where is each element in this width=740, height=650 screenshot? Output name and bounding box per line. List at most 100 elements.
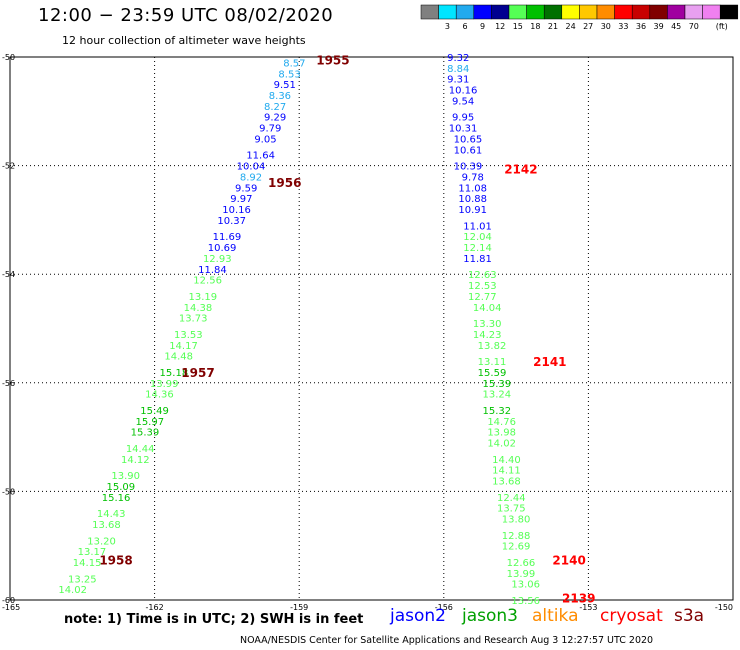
data-point-cryosat: 11.01: [463, 221, 492, 232]
x-tick-label: -162: [146, 603, 164, 612]
data-point-s3a: 9.51: [274, 80, 296, 91]
data-point-cryosat: 13.75: [497, 504, 526, 515]
legend-bin-label: 27: [583, 22, 593, 31]
data-point-s3a: 10.04: [237, 162, 266, 173]
time-annotation: 2140: [552, 553, 585, 567]
legend-bin-label: 33: [618, 22, 628, 31]
data-point-cryosat: 12.44: [497, 493, 526, 504]
data-point-cryosat: 10.16: [449, 86, 478, 97]
chart-subtitle: 12 hour collection of altimeter wave hei…: [62, 34, 306, 47]
data-point-cryosat: 10.61: [454, 145, 483, 156]
y-tick-label: -52: [2, 162, 15, 171]
data-point-s3a: 13.20: [87, 536, 116, 547]
data-point-cryosat: 13.30: [473, 319, 502, 330]
data-point-s3a: 14.43: [97, 509, 126, 520]
data-point-s3a: 12.56: [193, 276, 222, 287]
time-annotation: 2142: [504, 162, 537, 176]
data-point-s3a: 15.39: [131, 428, 160, 439]
data-point-cryosat: 12.04: [463, 232, 492, 243]
data-point-s3a: 14.44: [126, 444, 155, 455]
legend-swatch: [579, 4, 598, 20]
data-point-s3a: 9.29: [264, 113, 286, 124]
data-point-s3a: 15.18: [160, 368, 189, 379]
data-point-cryosat: 13.82: [478, 341, 507, 352]
data-point-s3a: 9.97: [230, 194, 252, 205]
legend-swatch: [543, 4, 563, 20]
data-point-s3a: 13.17: [78, 547, 107, 558]
data-point-cryosat: 9.54: [452, 96, 474, 107]
data-point-s3a: 13.53: [174, 330, 203, 341]
time-annotation: 1956: [268, 176, 301, 190]
data-point-s3a: 14.15: [73, 558, 102, 569]
data-point-cryosat: 14.23: [473, 330, 502, 341]
legend-bin-label: 3: [445, 22, 450, 31]
legend-bin-label: 12: [495, 22, 505, 31]
x-tick-label: -153: [579, 603, 597, 612]
legend-bin-label: 24: [566, 22, 576, 31]
time-annotation: 1957: [181, 366, 214, 380]
data-point-s3a: 11.64: [246, 151, 275, 162]
data-point-cryosat: 13.99: [507, 569, 536, 580]
data-point-cryosat: 15.39: [482, 379, 511, 390]
legend-swatch: [684, 4, 703, 20]
x-tick-label: -156: [435, 603, 453, 612]
y-tick-label: -56: [2, 379, 15, 388]
time-annotation: 2139: [562, 591, 595, 605]
data-point-cryosat: 14.04: [473, 303, 502, 314]
data-point-cryosat: 10.39: [454, 162, 483, 173]
data-point-s3a: 8.27: [264, 102, 286, 113]
legend-swatch: [614, 4, 633, 20]
data-point-cryosat: 10.91: [458, 205, 487, 216]
legend-sat-cryosat: cryosat: [600, 606, 663, 626]
legend-sat-altika: altika: [532, 606, 579, 626]
data-point-cryosat: 12.14: [463, 243, 492, 254]
data-point-cryosat: 11.81: [463, 254, 492, 265]
footer-credit: NOAA/NESDIS Center for Satellite Applica…: [240, 635, 654, 646]
x-tick-label: -165: [2, 603, 20, 612]
x-tick-label: -159: [290, 603, 308, 612]
time-annotation: 1955: [316, 54, 349, 68]
data-point-cryosat: 10.65: [454, 134, 483, 145]
data-point-cryosat: 9.95: [452, 113, 474, 124]
plot-frame: [9, 56, 734, 601]
y-tick-label: -58: [2, 487, 15, 496]
y-tick-label: -60: [2, 596, 15, 605]
legend-swatch: [649, 4, 668, 20]
data-point-cryosat: 9.32: [447, 53, 469, 64]
legend-bin-label: 15: [513, 22, 523, 31]
data-point-s3a: 8.53: [278, 69, 300, 80]
legend-bin-label: 9: [480, 22, 485, 31]
time-annotation: 2141: [533, 355, 566, 369]
legend-unit-label: (ft): [716, 22, 728, 31]
y-tick-label: -54: [2, 270, 15, 279]
data-point-cryosat: 12.63: [468, 270, 497, 281]
data-point-s3a: 10.16: [222, 205, 251, 216]
legend-bin-label: 39: [654, 22, 664, 31]
data-point-cryosat: 13.06: [511, 580, 540, 591]
legend-swatch: [455, 4, 475, 20]
data-point-s3a: 9.79: [259, 124, 281, 135]
legend-bin-label: 21: [548, 22, 558, 31]
legend-swatch: [420, 4, 439, 20]
data-point-s3a: 10.69: [208, 243, 237, 254]
data-point-cryosat: 14.40: [492, 455, 521, 466]
legend-bin-label: 30: [601, 22, 611, 31]
data-point-s3a: 14.17: [169, 341, 198, 352]
data-point-cryosat: 12.69: [502, 542, 531, 553]
legend-swatch: [702, 4, 721, 20]
legend-swatch: [526, 4, 545, 20]
data-point-s3a: 12.93: [203, 254, 232, 265]
data-point-cryosat: 12.66: [507, 558, 536, 569]
data-point-cryosat: 8.84: [447, 64, 469, 75]
legend-sat-jason2: jason2: [390, 606, 446, 626]
data-point-s3a: 15.97: [135, 417, 164, 428]
data-point-s3a: 11.69: [213, 232, 242, 243]
data-point-cryosat: 13.11: [478, 357, 507, 368]
data-point-s3a: 14.02: [58, 585, 87, 596]
chart-title: 12:00 − 23:59 UTC 08/02/2020: [38, 5, 334, 26]
data-point-s3a: 13.73: [179, 314, 208, 325]
legend-swatch: [596, 4, 615, 20]
legend-sat-s3a: s3a: [674, 606, 705, 626]
legend-swatch: [631, 4, 651, 20]
